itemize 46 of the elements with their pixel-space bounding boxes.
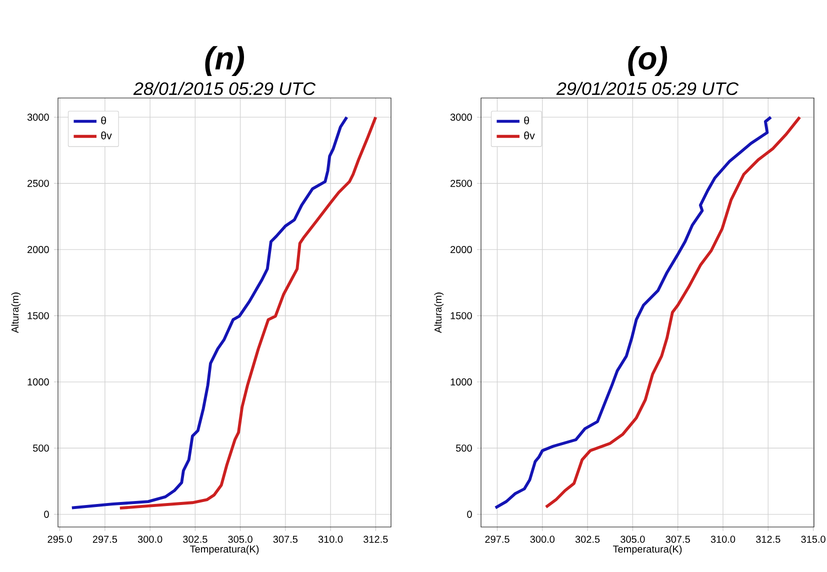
- legend-label: θ: [101, 116, 106, 124]
- chart-subtitle: 28/01/2015 05:29 UTC: [133, 82, 316, 96]
- y-tick-label: 500: [456, 444, 472, 452]
- line-series: [118, 116, 378, 510]
- x-tick-label: 310.0: [710, 536, 736, 543]
- x-axis-title: Temperatura(K): [613, 545, 682, 555]
- legend-label: θv: [524, 132, 535, 140]
- y-tick-label: 1000: [28, 378, 49, 386]
- x-tick-label: 300.0: [138, 536, 162, 543]
- y-tick-label: 2000: [28, 246, 49, 254]
- y-tick-label: 500: [33, 444, 49, 452]
- chart-title: (n): [205, 46, 244, 76]
- x-tick-label: 305.0: [228, 536, 252, 543]
- chart-subtitle: 29/01/2015 05:29 UTC: [556, 82, 739, 96]
- line-series: [494, 116, 772, 510]
- line-series: [544, 116, 802, 508]
- x-tick-label: 302.5: [183, 536, 208, 543]
- x-axis-title: Temperatura(K): [190, 545, 259, 555]
- y-tick-label: 1500: [450, 312, 472, 320]
- y-tick-label: 0: [467, 510, 472, 518]
- x-tick-label: 307.5: [666, 536, 690, 543]
- x-tick-label: 302.5: [575, 536, 600, 543]
- x-tick-label: 297.5: [485, 536, 510, 543]
- y-axis-title: Altura(m): [11, 292, 21, 334]
- chart-title: (o): [628, 46, 668, 76]
- line-series: [70, 116, 348, 510]
- y-tick-label: 1500: [28, 312, 49, 320]
- x-tick-label: 297.5: [92, 536, 118, 543]
- y-tick-label: 3000: [450, 114, 472, 121]
- y-tick-label: 2000: [450, 246, 472, 254]
- x-tick-label: 315.0: [801, 536, 826, 543]
- x-tick-label: 295.0: [48, 536, 72, 543]
- y-tick-label: 3000: [27, 114, 49, 121]
- x-tick-label: 312.5: [756, 536, 780, 543]
- y-tick-label: 0: [44, 510, 49, 518]
- x-tick-label: 310.0: [318, 536, 343, 543]
- x-tick-label: 307.5: [273, 536, 298, 543]
- legend-label: θ: [524, 116, 529, 124]
- legend-label: θv: [101, 132, 112, 140]
- x-tick-label: 312.5: [364, 536, 388, 543]
- y-axis-title: Altura(m): [434, 292, 444, 334]
- y-tick-label: 1000: [450, 378, 472, 386]
- y-tick-label: 2500: [28, 180, 49, 187]
- x-tick-label: 305.0: [620, 536, 645, 543]
- x-tick-label: 300.0: [530, 536, 555, 543]
- y-tick-label: 2500: [450, 180, 472, 187]
